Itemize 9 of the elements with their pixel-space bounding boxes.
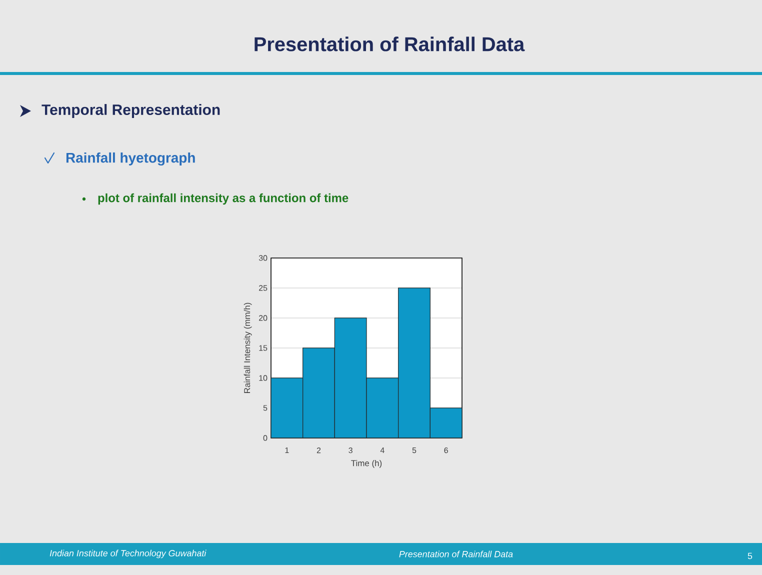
- text: plot of rainfall intensity as a function of time: [98, 193, 348, 205]
- text: 5: [748, 552, 752, 560]
- y-axis-title: Rainfall Intensity (mm/h): [244, 302, 252, 393]
- text: Presentation of Rainfall Data: [399, 550, 513, 558]
- text: Indian Institute of Technology Guwahati: [50, 550, 206, 558]
- text: Rainfall hyetograph: [66, 152, 195, 166]
- x-axis-title: Time (h): [351, 460, 382, 468]
- text: Temporal Representation: [42, 104, 220, 118]
- chart-title: Presentation of Rainfall Data: [254, 36, 525, 52]
